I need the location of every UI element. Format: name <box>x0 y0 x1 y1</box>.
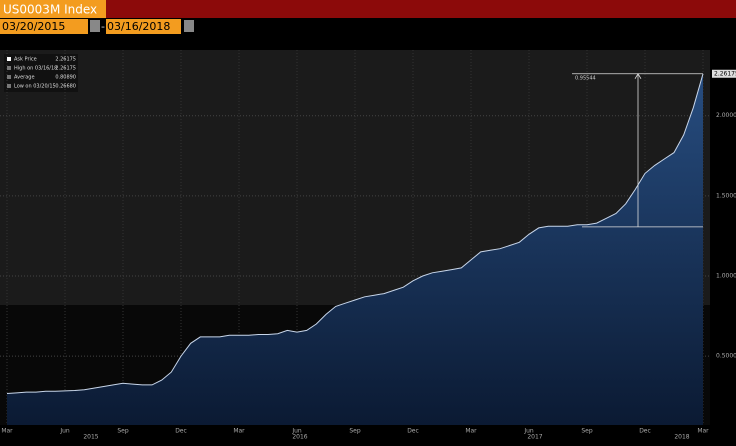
legend-marker <box>7 75 11 79</box>
line <box>6 73 704 394</box>
end-date-field[interactable] <box>106 19 181 34</box>
legend-value: 2.26175 <box>55 66 76 72</box>
legend-value: 2.26175 <box>55 57 76 63</box>
title-bar <box>0 0 736 18</box>
x-tick-label: Sep <box>117 428 129 435</box>
date-separator: - <box>101 20 105 33</box>
calendar-icon[interactable] <box>90 20 100 32</box>
x-tick-label: Jun <box>291 428 302 435</box>
ticker: US0003M Index <box>3 3 97 17</box>
legend-marker <box>7 66 11 70</box>
legend-value: 0.80890 <box>55 75 76 81</box>
legend-marker <box>7 57 11 61</box>
legend-name: Low on 03/20/15 <box>14 84 56 90</box>
area <box>7 73 703 426</box>
y-tick-label: 1.50000 <box>716 192 736 199</box>
legend-value: 0.26680 <box>55 84 76 90</box>
ticker-box <box>0 0 106 18</box>
x-tick-label: Sep <box>349 428 361 435</box>
y-tick-label: 2.00000 <box>716 112 736 119</box>
x-tick-label: Jun <box>523 428 534 435</box>
start-date-field[interactable] <box>0 19 88 34</box>
legend-name: Ask Price <box>14 57 37 63</box>
x-tick-label: Mar <box>465 428 477 435</box>
legend-name: High on 03/16/18 <box>14 66 57 72</box>
last-price-tag <box>712 69 736 78</box>
x-tick-label: Mar <box>1 428 13 435</box>
x-tick-label: Dec <box>175 428 187 435</box>
calendar-icon[interactable] <box>184 20 194 32</box>
year-label: 2016 <box>292 434 307 441</box>
start-date[interactable]: 03/20/2015 <box>2 20 65 33</box>
year-label: 2017 <box>527 434 542 441</box>
arrow-head <box>634 72 642 79</box>
x-tick-label: Sep <box>581 428 593 435</box>
reference-label: 0.95544 <box>575 75 596 81</box>
x-tick-label: Dec <box>407 428 419 435</box>
x-tick-label: Dec <box>639 428 651 435</box>
legend-marker <box>7 84 11 88</box>
x-tick-label: Mar <box>233 428 245 435</box>
y-tick-label: 0.50000 <box>716 353 736 360</box>
legend-name: Average <box>14 75 35 81</box>
x-tick-label: Mar <box>697 428 709 435</box>
x-tick-label: Jun <box>59 428 70 435</box>
y-tick-label: 1.00000 <box>716 272 736 279</box>
legend-box <box>4 54 78 92</box>
last-price-label: 2.26175 <box>714 70 736 77</box>
year-label: 2018 <box>674 434 689 441</box>
year-label: 2015 <box>83 434 98 441</box>
end-date: 03/16/2018 <box>107 20 170 33</box>
